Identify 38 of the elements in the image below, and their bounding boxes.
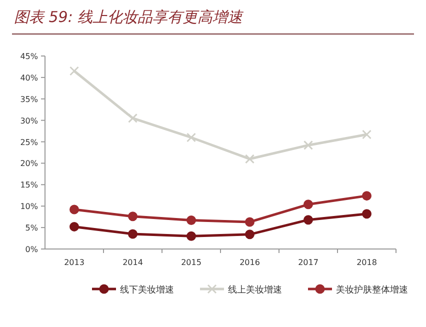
point [245,154,254,164]
point [128,212,138,222]
point [70,66,79,76]
point [304,200,313,210]
point [70,222,79,232]
y-tick-label: 0% [25,245,38,254]
point [304,215,313,225]
point [186,231,196,241]
chart-title: 图表 59: 线上化妆品享有更高增速 [14,8,245,26]
legend-label: 美妆护肤整体增速 [336,284,408,296]
y-tick-label: 15% [20,180,38,190]
point [245,217,254,227]
point [362,209,372,219]
y-tick-label: 45% [20,52,38,61]
x-tick-label: 2016 [240,258,260,267]
y-tick-label: 5% [25,224,38,233]
y-tick-label: 40% [20,73,38,82]
x-tick-label: 2013 [64,258,84,267]
point [362,191,372,201]
point [186,216,196,226]
point [304,140,313,150]
point [128,113,138,123]
y-tick-label: 35% [20,94,38,104]
point [186,132,196,142]
legend-label: 线上美妆增速 [228,284,282,296]
point [70,204,79,214]
y-tick-label: 10% [20,202,38,212]
x-tick-label: 2017 [298,258,318,267]
y-tick-label: 25% [20,138,38,147]
legend-label: 线下美妆增速 [120,284,174,296]
x-tick-label: 2018 [356,258,377,267]
x-tick-label: 2014 [122,258,143,267]
point [128,229,138,239]
y-tick-label: 30% [20,116,38,126]
point [362,130,372,140]
x-tick-label: 2015 [181,258,202,267]
point [245,230,254,240]
y-tick-label: 20% [20,159,38,168]
